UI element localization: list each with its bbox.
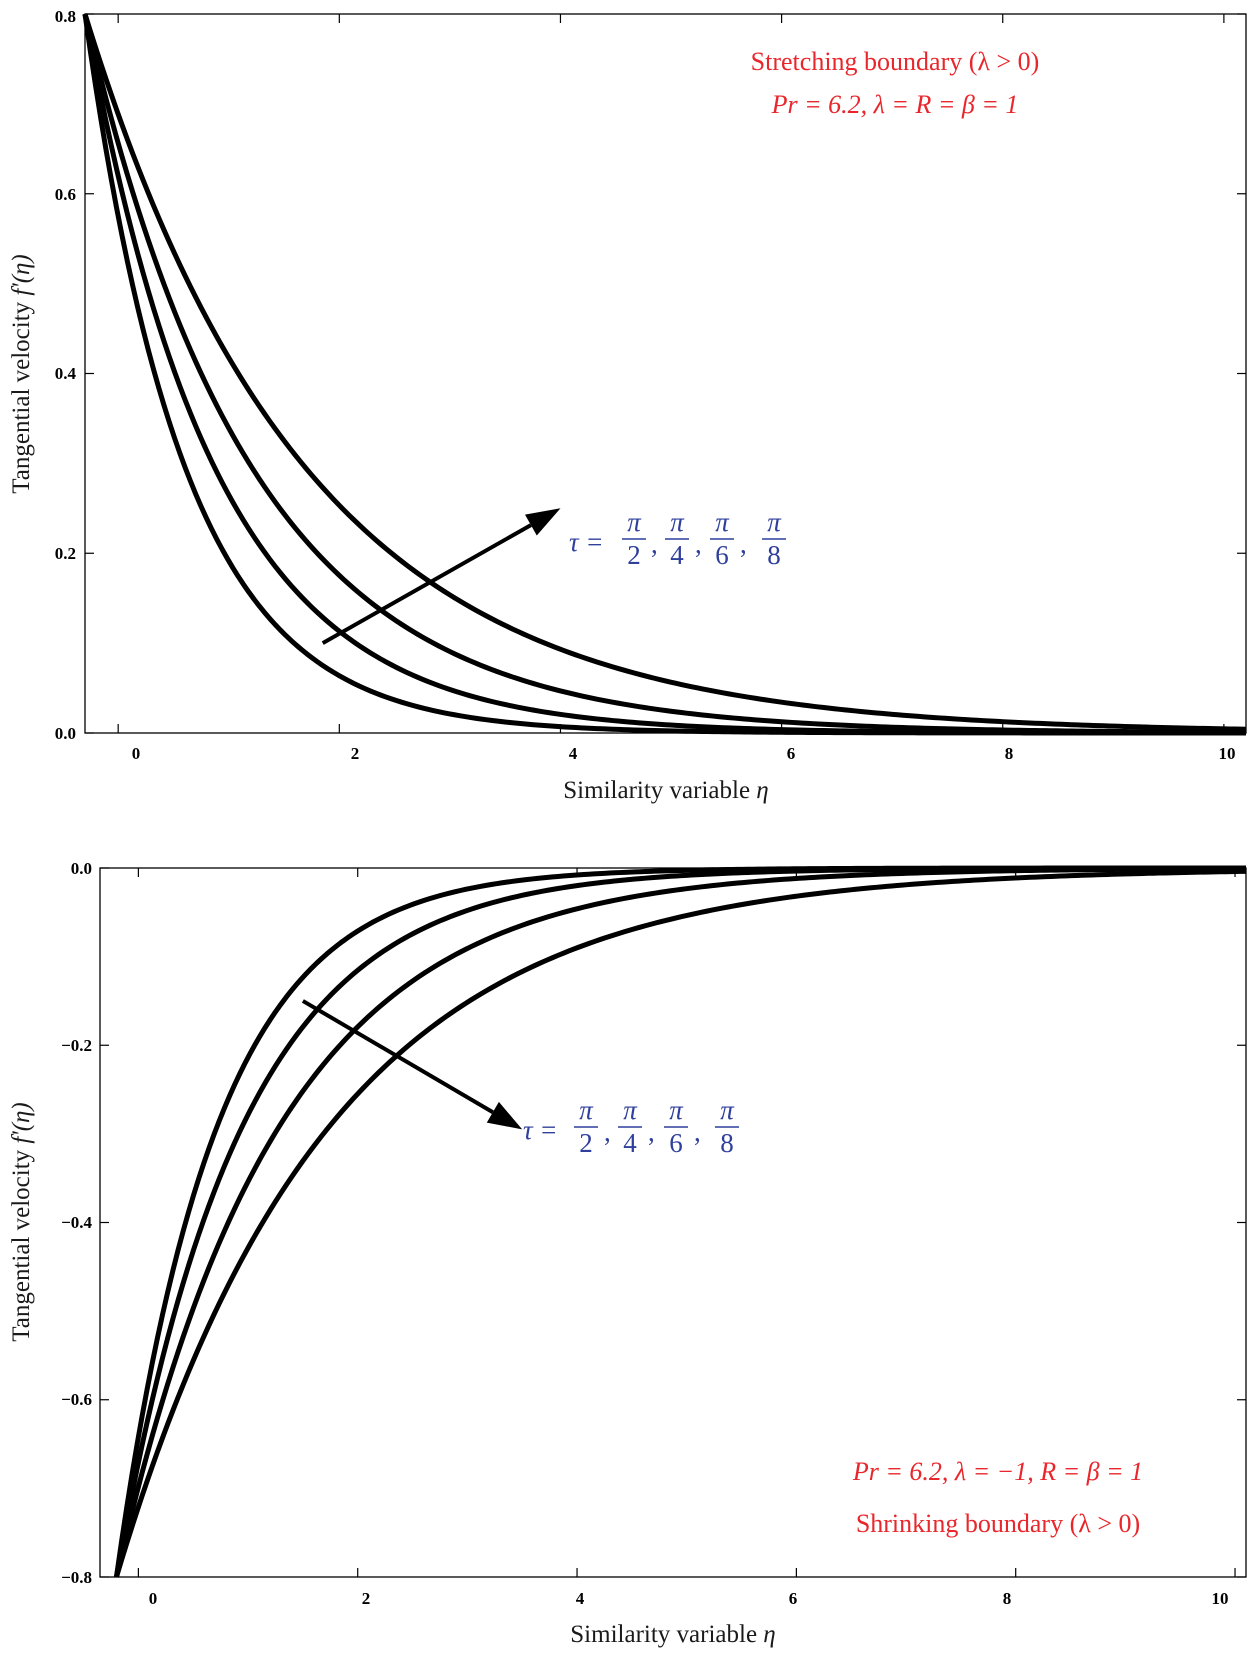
top-frac-comma-3: , (740, 529, 747, 559)
bottom-tau-prefix: τ = (523, 1115, 558, 1145)
bottom-y-axis-label: Tangential velocity f'(η) (8, 1102, 35, 1342)
top-curve-1 (82, 13, 1246, 736)
bottom-frac-den-3: 6 (669, 1128, 683, 1158)
bottom-xtick-label-10: 10 (1212, 1589, 1229, 1608)
top-ytick-label-0.2: 0.2 (55, 544, 76, 563)
bottom-curve-3 (114, 866, 1247, 1578)
bottom-frac-num-4: π (720, 1095, 735, 1125)
bottom-frac-num-2: π (623, 1095, 638, 1125)
bottom-frac-comma-1: , (604, 1117, 611, 1147)
bottom-ytick-label-0.0: 0.0 (71, 859, 92, 878)
top-annotation-line-2: Pr = 6.2, λ = R = β = 1 (771, 90, 1019, 119)
top-curve-3 (82, 13, 1247, 735)
bottom-annotation-line-2: Shrinking boundary (λ > 0) (856, 1509, 1140, 1538)
bottom-curve-4 (114, 868, 1247, 1578)
top-frac-comma-1: , (651, 529, 658, 559)
top-y-axis-label: Tangential velocity f'(η) (8, 254, 35, 494)
top-ytick-label-0.6: 0.6 (55, 185, 76, 204)
top-frac-num-2: π (670, 507, 685, 537)
bottom-frac-comma-2: , (648, 1117, 655, 1147)
bottom-ytick-label-m0.2: −0.2 (61, 1036, 92, 1055)
top-frac-den-1: 2 (627, 540, 641, 570)
bottom-x-axis-label: Similarity variable η (570, 1621, 775, 1648)
top-curve-4 (82, 13, 1247, 732)
top-frac-den-3: 6 (715, 540, 729, 570)
bottom-frac-num-1: π (579, 1095, 594, 1125)
bottom-xtick-label-8: 8 (1003, 1589, 1012, 1608)
top-ytick-label-0.4: 0.4 (55, 364, 77, 383)
top-frac-den-4: 8 (767, 540, 781, 570)
top-xtick-label-8: 8 (1005, 744, 1014, 763)
top-curve-2 (82, 13, 1246, 736)
bottom-frac-comma-3: , (694, 1117, 701, 1147)
top-xtick-label-0: 0 (132, 744, 141, 763)
top-ytick-label-0.0: 0.0 (55, 724, 76, 743)
bottom-frac-den-4: 8 (720, 1128, 734, 1158)
top-plot-frame (84, 13, 1247, 734)
bottom-arrow-shaft (301, 999, 494, 1114)
top-chart: 0 2 4 6 8 10 0.0 0.2 0.4 0.6 0.8 Similar… (8, 7, 1247, 804)
top-frac-num-4: π (767, 507, 782, 537)
top-xtick-label-2: 2 (351, 744, 360, 763)
top-x-axis-label: Similarity variable η (563, 777, 768, 804)
top-frac-num-1: π (627, 507, 642, 537)
top-xtick-label-4: 4 (569, 744, 578, 763)
top-frac-comma-2: , (695, 529, 702, 559)
bottom-frac-den-2: 4 (623, 1128, 637, 1158)
top-annotation-line-1: Stretching boundary (λ > 0) (751, 47, 1040, 76)
top-frac-den-2: 4 (670, 540, 684, 570)
top-frac-num-3: π (715, 507, 730, 537)
bottom-chart: 0 2 4 6 8 10 0.0 −0.2 −0.4 −0.6 −0.8 Sim… (8, 859, 1247, 1648)
bottom-ytick-label-m0.8: −0.8 (61, 1568, 92, 1587)
bottom-annotation-line-1: Pr = 6.2, λ = −1, R = β = 1 (852, 1457, 1143, 1486)
top-arrow-head (525, 508, 561, 536)
bottom-tau-label: τ = π 2 , π 4 , π 6 , π 8 (523, 1095, 739, 1158)
bottom-frac-den-1: 2 (579, 1128, 593, 1158)
top-arrow-shaft (321, 523, 532, 645)
bottom-ytick-label-m0.4: −0.4 (61, 1213, 92, 1232)
bottom-xtick-label-6: 6 (789, 1589, 798, 1608)
top-tau-label: τ = π 2 , π 4 , π 6 , π 8 (569, 507, 786, 570)
top-xtick-label-6: 6 (787, 744, 796, 763)
top-xtick-label-10: 10 (1219, 744, 1236, 763)
top-tau-prefix: τ = (569, 527, 604, 557)
bottom-xtick-label-0: 0 (149, 1589, 158, 1608)
bottom-arrow-head (486, 1101, 523, 1130)
bottom-xtick-label-2: 2 (362, 1589, 371, 1608)
bottom-ytick-label-m0.6: −0.6 (61, 1390, 92, 1409)
bottom-xtick-label-4: 4 (576, 1589, 585, 1608)
top-ytick-label-0.8: 0.8 (55, 7, 76, 26)
bottom-frac-num-3: π (669, 1095, 684, 1125)
